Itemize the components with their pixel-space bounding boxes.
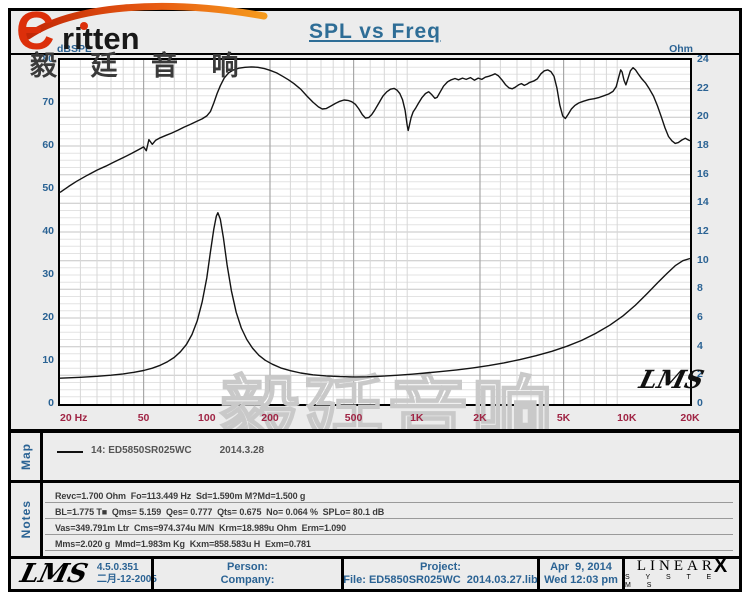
- y-right-tick: 16: [697, 167, 709, 180]
- footer-person-cell: Person: Company:: [151, 559, 341, 589]
- legend-curve-date: 2014.3.28: [219, 445, 265, 456]
- footer-bar: LMS 4.5.0.351 二月-12-2005 Person: Company…: [11, 554, 739, 589]
- x-tick: 1K: [410, 412, 424, 424]
- note-row: Revc=1.700 Ohm Fo=113.449 Hz Sd=1.590m M…: [45, 487, 733, 503]
- legend-curve-name: 14: ED5850SR025WC: [91, 445, 192, 456]
- linearx-systems-text: S Y S T E M S: [625, 573, 719, 589]
- separator: [11, 429, 739, 433]
- footer-linearx-cell: LINEAR X S Y S T E M S: [622, 554, 739, 589]
- brand-wordmark: ritten: [62, 21, 140, 56]
- time-text: Wed 12:03 pm: [544, 574, 618, 586]
- note-line-2: BL=1.775 T■ Qms= 5.159 Qes= 0.777 Qts= 0…: [55, 507, 385, 517]
- x-tick: 500: [344, 412, 363, 424]
- map-band: Map 14: ED5850SR025WC 2014.3.28: [11, 433, 739, 480]
- y-right-axis-label: Ohm: [669, 43, 693, 55]
- x-tick: 5K: [556, 412, 571, 424]
- y-right-tick: 22: [697, 81, 709, 94]
- x-tick: 20 Hz: [60, 412, 88, 424]
- map-side-cell: Map: [11, 433, 43, 480]
- spl-impedance-plot: 毅廷音响: [59, 60, 691, 460]
- linearx-x: X: [713, 554, 728, 577]
- y-left-tick: 0: [48, 397, 54, 409]
- x-tick: 2K: [473, 412, 487, 424]
- brand-e-icon: Є: [16, 1, 55, 61]
- notes-content: Revc=1.700 Ohm Fo=113.449 Hz Sd=1.590m M…: [43, 483, 739, 556]
- brand-i-dot-icon: [80, 22, 88, 30]
- y-right-tick: 12: [697, 225, 709, 237]
- map-label: Map: [18, 443, 33, 470]
- version-date: 二月-12-2005: [96, 574, 157, 585]
- file-text: File: ED5850SR025WC 2014.03.27.lib: [343, 574, 538, 586]
- y-right-tick: 0: [697, 397, 703, 409]
- y-right-tick: 24: [697, 53, 709, 65]
- title-band: SPL vs Freq: [11, 11, 739, 55]
- footer-date-cell: Apr 9, 2014 Wed 12:03 pm: [537, 559, 622, 589]
- note-row: BL=1.775 T■ Qms= 5.159 Qes= 0.777 Qts= 0…: [45, 503, 733, 519]
- map-content: 14: ED5850SR025WC 2014.3.28: [43, 433, 739, 480]
- date-text: Apr 9, 2014: [550, 561, 612, 573]
- y-left-tick: 20: [42, 311, 54, 323]
- separator: [11, 480, 739, 483]
- x-tick: 50: [137, 412, 150, 424]
- note-line-4: Mms=2.020 g Mmd=1.983m Kg Kxm=858.583u H…: [55, 539, 311, 549]
- y-right-tick: 14: [697, 196, 709, 209]
- linearx-logo: LINEAR X: [636, 554, 728, 577]
- logo-swoosh-icon: [24, 3, 268, 40]
- x-tick: 10K: [617, 412, 637, 424]
- footer-lms-cell: LMS 4.5.0.351 二月-12-2005: [11, 559, 157, 589]
- separator: [11, 556, 739, 559]
- version-number: 4.5.0.351: [96, 562, 139, 573]
- y-left-tick: 10: [42, 354, 54, 366]
- notes-band: Notes Revc=1.700 Ohm Fo=113.449 Hz Sd=1.…: [11, 483, 739, 556]
- chart-area: 毅廷音响 dBSPL Ohm LMS 80 70 60 50 40 30 20 10 0 24 22…: [11, 43, 739, 460]
- notes-label: Notes: [18, 500, 33, 539]
- y-right-tick: 4: [697, 339, 703, 352]
- legend-line-swatch: [57, 451, 83, 453]
- x-tick: 100: [198, 412, 216, 424]
- project-label: Project:: [420, 561, 461, 573]
- page-title: SPL vs Freq: [309, 20, 441, 43]
- note-line-1: Revc=1.700 Ohm Fo=113.449 Hz Sd=1.590m M…: [55, 491, 306, 501]
- note-row: Mms=2.020 g Mmd=1.983m Kg Kxm=858.583u H…: [45, 535, 733, 551]
- y-left-tick: 30: [42, 268, 54, 280]
- version-block: 4.5.0.351 二月-12-2005: [97, 562, 157, 586]
- note-line-3: Vas=349.791m Ltr Cms=974.374u M/N Krm=18…: [55, 523, 346, 533]
- lms-signature: LMS: [636, 365, 707, 394]
- y-left-axis-label: dBSPL: [57, 43, 92, 55]
- y-left-tick: 70: [42, 96, 54, 108]
- y-right-tick: 6: [697, 311, 703, 323]
- y-left-tick: 60: [42, 139, 54, 151]
- company-label: Company:: [220, 574, 275, 586]
- lms-logo: LMS: [17, 559, 91, 589]
- y-left-tick: 50: [42, 182, 54, 194]
- brand-chinese-text: 毅 廷 音 响: [30, 51, 252, 81]
- y-left-tick: 80: [42, 53, 54, 65]
- y-right-tick: 2: [697, 368, 703, 381]
- plot-frame: 毅廷音响: [58, 58, 692, 460]
- y-right-tick: 20: [697, 110, 709, 123]
- linearx-word: LINEAR: [636, 557, 716, 574]
- note-row: Vas=349.791m Ltr Cms=974.374u M/N Krm=18…: [45, 519, 733, 535]
- y-left-tick: 40: [42, 225, 54, 237]
- footer-project-cell: Project: File: ED5850SR025WC 2014.03.27.…: [341, 559, 538, 589]
- person-label: Person:: [227, 561, 268, 573]
- x-tick: 20K: [680, 412, 700, 424]
- y-right-tick: 8: [697, 282, 703, 295]
- x-tick: 200: [261, 412, 279, 424]
- y-right-tick: 10: [697, 253, 709, 266]
- y-right-tick: 18: [697, 139, 709, 151]
- notes-side-cell: Notes: [11, 483, 43, 556]
